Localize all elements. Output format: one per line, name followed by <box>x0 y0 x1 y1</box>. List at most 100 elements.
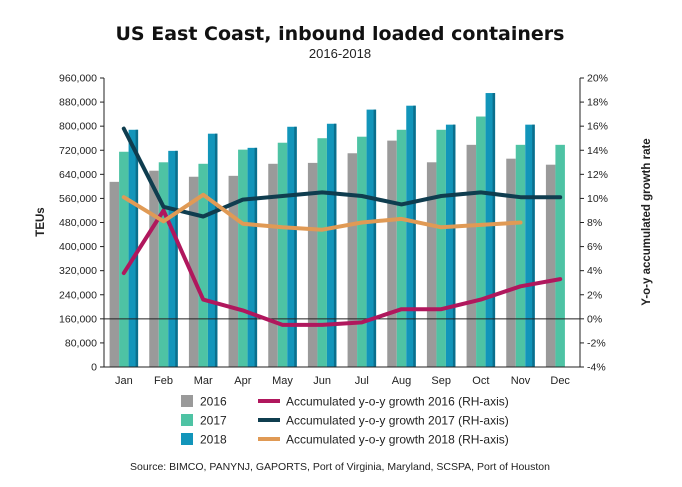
bar-2018-Oct <box>485 93 496 367</box>
category-label: Aug <box>392 375 412 387</box>
legend-label: 2018 <box>200 433 227 447</box>
bar-2016-Nov <box>506 158 516 367</box>
right-tick-label: 8% <box>587 217 602 229</box>
bar-shade <box>333 123 337 367</box>
left-tick-label: 480,000 <box>59 217 97 229</box>
chart-title: US East Coast, inbound loaded containers <box>116 23 565 45</box>
category-label: Jun <box>313 375 331 387</box>
bar-2016-Oct <box>466 144 477 367</box>
bar-shade <box>452 124 456 367</box>
bar-shade <box>175 150 178 367</box>
bar-2018-Jun <box>326 123 337 367</box>
right-tick-label: 16% <box>587 121 608 133</box>
bar-2017-Apr <box>238 149 248 367</box>
category-label: Feb <box>154 375 173 387</box>
bar-shade <box>413 105 416 367</box>
bar-2018-Apr <box>247 147 258 367</box>
bar-shade <box>294 126 297 367</box>
bar-2018-Mar <box>207 133 218 367</box>
bar-2018-Nov <box>525 124 535 367</box>
bar-shade <box>135 129 139 367</box>
legend: 2016 2017 2018 Accumulated y-o-y growth 201… <box>181 395 509 447</box>
category-label: Sep <box>431 375 451 387</box>
left-tick-label: 560,000 <box>59 193 97 205</box>
left-axis-ticks: 0 80,000 160,000 240,000 320,000 400,000 480,0… <box>59 73 104 374</box>
bar-2018-Jan <box>128 129 139 367</box>
bar-2017-Mar <box>198 163 208 367</box>
bar-2018-May <box>287 126 297 367</box>
source-note: Source: BIMCO, PANYNJ, GAPORTS, Port of … <box>130 461 550 473</box>
bar-2016-May <box>268 163 278 367</box>
legend-label: Accumulated y-o-y growth 2017 (RH-axis) <box>286 414 509 428</box>
bar-2017-Jul <box>357 136 367 367</box>
legend-swatch <box>181 395 193 407</box>
bar-2016-Mar <box>188 176 199 367</box>
left-tick-label: 160,000 <box>59 313 97 325</box>
line-Accumulated y-o-y growth 2017 (RH-axis) <box>121 126 563 219</box>
bar-2018-Jul <box>366 109 377 367</box>
left-tick-label: 0 <box>91 362 97 374</box>
category-label: Dec <box>550 375 570 387</box>
bar-2017-May <box>277 142 288 367</box>
right-tick-label: 4% <box>587 265 602 277</box>
bar-shade <box>214 133 218 367</box>
bar-2017-Dec <box>555 144 565 367</box>
left-tick-label: 720,000 <box>59 145 97 157</box>
right-tick-label: 6% <box>587 241 602 253</box>
legend-label: Accumulated y-o-y growth 2016 (RH-axis) <box>286 395 509 409</box>
right-tick-label: 20% <box>587 73 608 85</box>
left-tick-label: 320,000 <box>59 265 97 277</box>
right-tick-label: 10% <box>587 193 608 205</box>
right-axis-label: Y-o-y accumulated growth rate <box>641 138 653 305</box>
right-tick-label: 18% <box>587 97 608 109</box>
category-label: May <box>272 375 293 387</box>
bar-2017-Aug <box>396 129 407 367</box>
bar-2016-Feb <box>149 170 159 367</box>
bar-2018-Feb <box>168 150 178 367</box>
line-Accumulated y-o-y growth 2018 (RH-axis) <box>121 192 523 232</box>
bar-shade <box>492 93 496 367</box>
bar-2017-Jan <box>119 151 129 367</box>
right-tick-label: -4% <box>587 362 606 374</box>
bar-2016-Jun <box>307 162 318 367</box>
category-label: Jul <box>355 375 369 387</box>
legend-label: 2017 <box>200 414 227 428</box>
legend-label: 2016 <box>200 395 227 409</box>
legend-swatch <box>181 433 193 445</box>
bar-2016-Dec <box>545 164 556 367</box>
category-label: Mar <box>194 375 213 387</box>
chart-subtitle: 2016-2018 <box>309 46 371 61</box>
bar-shade <box>254 147 258 367</box>
legend-swatch <box>181 414 193 426</box>
right-tick-label: 2% <box>587 289 602 301</box>
category-labels: Jan Feb Mar Apr May Jun Jul Aug Sep Oct Nov Dec <box>115 375 570 387</box>
category-label: Oct <box>472 375 489 387</box>
bar-2017-Oct <box>476 116 486 368</box>
right-tick-label: 14% <box>587 145 608 157</box>
right-tick-label: 12% <box>587 169 608 181</box>
legend-label: Accumulated y-o-y growth 2018 (RH-axis) <box>286 433 509 447</box>
bar-shade <box>373 109 377 367</box>
bar-2016-Apr <box>228 175 239 367</box>
category-label: Jan <box>115 375 133 387</box>
line-series <box>121 126 563 327</box>
left-tick-label: 960,000 <box>59 73 97 85</box>
bar-2017-Nov <box>515 144 526 367</box>
bar-2016-Aug <box>387 140 397 367</box>
left-tick-label: 880,000 <box>59 97 97 109</box>
bar-2018-Aug <box>406 105 416 367</box>
left-axis-label: TEUs <box>35 207 47 236</box>
right-tick-label: 0% <box>587 313 602 325</box>
bar-2016-Sep <box>426 162 437 367</box>
bar-2016-Jan <box>109 181 120 367</box>
left-tick-label: 640,000 <box>59 169 97 181</box>
bar-2016-Jul <box>347 153 358 367</box>
category-label: Nov <box>511 375 531 387</box>
bar-shade <box>532 124 535 367</box>
right-axis-ticks: -4% -2% 0% 2% 4% 6% 8% 10% 12% 14% 16% 18% 20% <box>580 73 608 374</box>
right-tick-label: -2% <box>587 337 606 349</box>
left-tick-label: 240,000 <box>59 289 97 301</box>
bar-2017-Feb <box>158 162 169 367</box>
category-label: Apr <box>234 375 251 387</box>
